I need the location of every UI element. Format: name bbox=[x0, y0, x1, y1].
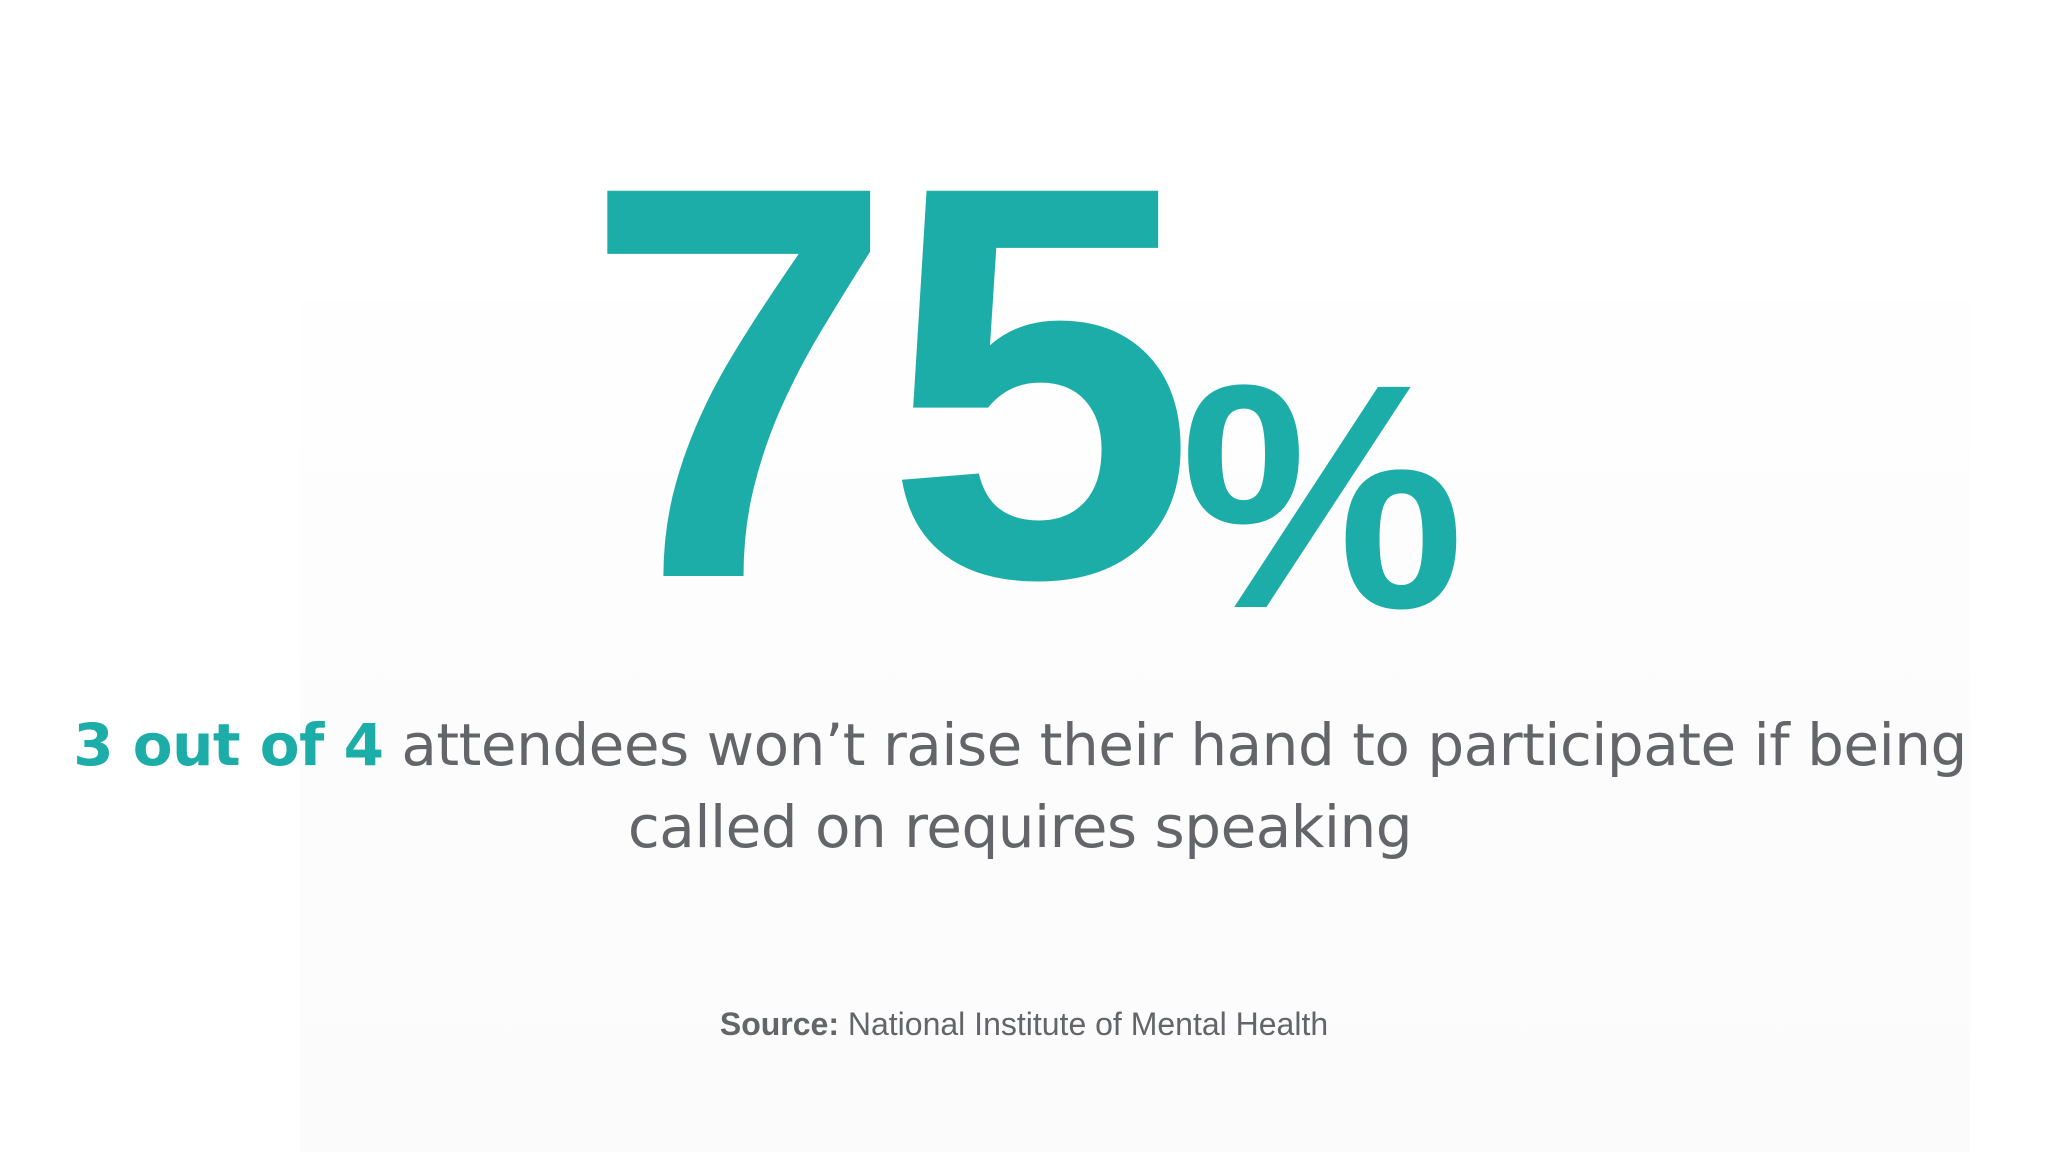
source-label: Source: bbox=[719, 1006, 839, 1042]
source-text: National Institute of Mental Health bbox=[838, 1006, 1329, 1042]
background-panel bbox=[300, 300, 1970, 1152]
stat-percent-sign: % bbox=[1180, 317, 1465, 675]
stat-number: 75 bbox=[583, 69, 1196, 695]
headline-stat: 75% bbox=[0, 69, 2048, 695]
stat-description: 3 out of 4 attendees won’t raise their h… bbox=[70, 704, 1970, 868]
stat-description-text: attendees won’t raise their hand to part… bbox=[383, 711, 1967, 861]
source-citation: Source: National Institute of Mental Hea… bbox=[0, 1006, 2048, 1043]
stat-highlight: 3 out of 4 bbox=[73, 711, 384, 779]
